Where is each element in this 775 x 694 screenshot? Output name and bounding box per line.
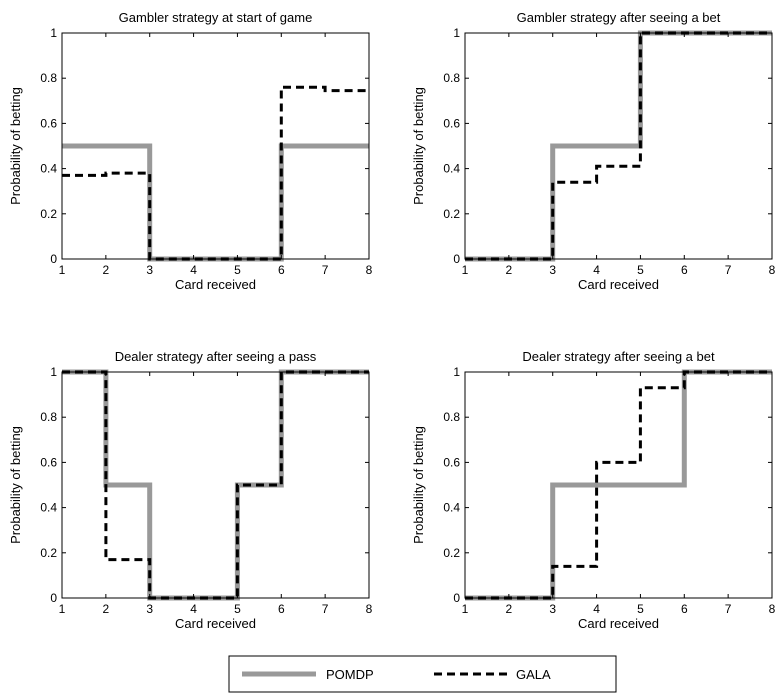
y-axis-label: Probability of betting (411, 87, 426, 205)
x-axis-label: Card received (175, 616, 256, 631)
x-tick-label: 7 (322, 263, 329, 277)
y-tick-label: 1 (50, 26, 57, 40)
x-tick-label: 2 (103, 263, 110, 277)
x-tick-label: 8 (366, 602, 373, 616)
axes-box (61, 32, 370, 260)
series-pomdp-line (465, 369, 772, 601)
y-tick-label: 0.2 (443, 207, 460, 221)
y-tick-label: 0.4 (40, 162, 57, 176)
x-tick-label: 8 (769, 263, 775, 277)
series-gala-line (465, 370, 772, 600)
series-pomdp-line (62, 369, 369, 601)
y-tick-label: 0.6 (40, 455, 57, 469)
chart-panel-2: Gambler strategy after seeing a bet 1 2 3 4 5… (411, 10, 775, 292)
x-tick-label: 1 (462, 263, 469, 277)
y-tick-label: 0.8 (443, 410, 460, 424)
y-tick-label: 1 (453, 26, 460, 40)
y-tick-label: 0.4 (40, 501, 57, 515)
x-tick-label: 4 (190, 602, 197, 616)
x-axis-label: Card received (578, 277, 659, 292)
y-tick-label: 0.8 (40, 71, 57, 85)
x-tick-label: 2 (506, 602, 513, 616)
x-tick-label: 6 (681, 602, 688, 616)
x-tick-label: 7 (725, 602, 732, 616)
x-tick-label: 3 (549, 602, 556, 616)
x-tick-label: 5 (637, 602, 644, 616)
y-tick-label: 0 (50, 252, 57, 266)
x-tick-label: 5 (234, 263, 241, 277)
x-tick-label: 1 (59, 602, 66, 616)
x-tick-label: 3 (146, 602, 153, 616)
legend-gala-label: GALA (516, 667, 551, 682)
y-axis-label: Probability of betting (8, 87, 23, 205)
x-tick-label: 3 (549, 263, 556, 277)
chart-title: Gambler strategy after seeing a bet (517, 10, 721, 25)
y-tick-label: 0.2 (40, 546, 57, 560)
y-axis-label: Probability of betting (411, 426, 426, 544)
y-tick-label: 0.8 (443, 71, 460, 85)
series-pomdp-line (465, 30, 772, 262)
y-tick-label: 0.6 (40, 116, 57, 130)
y-tick-label: 0.2 (443, 546, 460, 560)
chart-title: Dealer strategy after seeing a pass (115, 349, 317, 364)
axes-box (61, 371, 370, 599)
x-tick-label: 6 (681, 263, 688, 277)
x-tick-label: 4 (593, 602, 600, 616)
y-tick-label: 1 (50, 365, 57, 379)
x-axis-label: Card received (175, 277, 256, 292)
y-tick-label: 0 (453, 591, 460, 605)
y-tick-label: 0.6 (443, 116, 460, 130)
x-tick-label: 7 (725, 263, 732, 277)
x-tick-label: 8 (769, 602, 775, 616)
y-tick-label: 0.2 (40, 207, 57, 221)
y-tick-label: 0 (50, 591, 57, 605)
x-tick-label: 6 (278, 602, 285, 616)
chart-panel-1: Gambler strategy at start of game 1 2 3 4 5 6 7… (8, 10, 373, 292)
chart-title: Gambler strategy at start of game (119, 10, 313, 25)
y-tick-label: 0 (453, 252, 460, 266)
series-pomdp-line (62, 143, 369, 262)
x-tick-label: 4 (190, 263, 197, 277)
y-tick-label: 1 (453, 365, 460, 379)
legend-pomdp-label: POMDP (326, 667, 374, 682)
chart-title: Dealer strategy after seeing a bet (522, 349, 715, 364)
series-gala-line (465, 31, 772, 261)
y-tick-label: 0.4 (443, 501, 460, 515)
x-tick-label: 5 (637, 263, 644, 277)
x-tick-label: 3 (146, 263, 153, 277)
x-tick-label: 5 (234, 602, 241, 616)
axes-box (464, 371, 773, 599)
x-tick-label: 1 (59, 263, 66, 277)
x-tick-label: 2 (506, 263, 513, 277)
x-tick-label: 2 (103, 602, 110, 616)
x-tick-label: 1 (462, 602, 469, 616)
y-tick-label: 0.6 (443, 455, 460, 469)
series-gala-line (62, 85, 369, 261)
y-tick-label: 0.4 (443, 162, 460, 176)
x-tick-label: 7 (322, 602, 329, 616)
chart-panel-3: Dealer strategy after seeing a pass 1 2 3 4 5… (8, 349, 373, 631)
axes-box (464, 32, 773, 260)
x-tick-label: 4 (593, 263, 600, 277)
x-tick-label: 6 (278, 263, 285, 277)
x-tick-label: 8 (366, 263, 373, 277)
y-tick-label: 0.8 (40, 410, 57, 424)
chart-panel-4: Dealer strategy after seeing a bet 1 2 3 4 5 6… (411, 349, 775, 631)
y-axis-label: Probability of betting (8, 426, 23, 544)
legend: POMDP GALA (228, 655, 617, 693)
x-axis-label: Card received (578, 616, 659, 631)
